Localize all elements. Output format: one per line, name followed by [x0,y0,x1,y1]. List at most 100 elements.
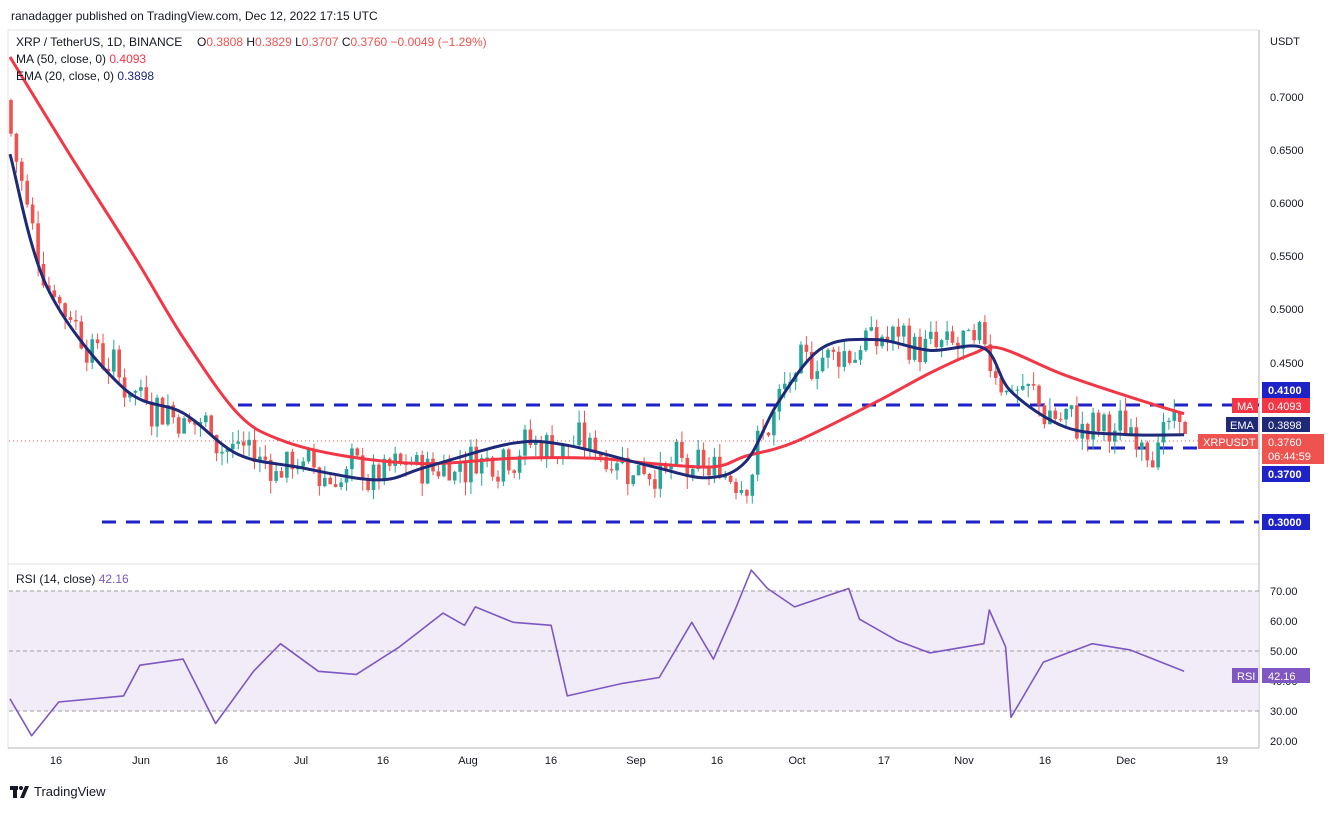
candle-body [837,351,841,367]
candle-body [442,461,446,477]
tag-level-0.3000: 0.3000 [1262,514,1310,530]
candle-body [263,456,268,460]
candle-body [831,349,836,352]
candle-body [847,351,852,363]
ma50-line[interactable] [8,56,1185,469]
time-label: Sep [626,755,646,767]
candle-body [1058,418,1063,420]
candle-body [869,327,874,331]
time-label: Jun [132,755,150,767]
candle-body [945,331,949,340]
candle-body [57,296,62,304]
svg-text:RSI: RSI [1237,671,1255,683]
tradingview-logo-icon [10,785,29,798]
time-label: Oct [788,755,805,767]
candle-body [550,435,554,458]
symbol-legend: XRP / TetherUS, 1D, BINANCE O0.3808 H0.3… [16,35,487,49]
rsi-legend[interactable]: RSI (14, close) 42.16 [16,572,129,586]
candle-body [561,445,565,459]
candle-body [220,451,224,454]
svg-text:0.3898: 0.3898 [1268,420,1302,432]
candle-body [323,477,327,487]
candle-body [745,490,749,496]
candle-body [398,453,403,464]
rsi-legend-label: RSI (14, close) [16,572,96,586]
close-label: C [341,35,351,49]
rsi-legend-value: 42.16 [98,572,129,586]
candle-body [1129,427,1133,436]
price-axis-currency: USDT [1270,36,1300,48]
candle-body [74,319,78,322]
time-label: 16 [545,755,557,767]
candle-body [653,479,657,489]
open-label: O [196,35,207,49]
candle-body [436,471,441,477]
candle-body [36,223,40,264]
svg-text:42.16: 42.16 [1268,671,1296,683]
candle-body [236,441,240,444]
candle-body [528,429,533,445]
candle-body [9,100,13,134]
ema-legend-label: EMA (20, close, 0) [16,69,115,83]
candle-body [112,349,116,372]
candle-body [517,455,522,473]
candle-body [588,437,592,449]
candle-body [961,330,966,350]
ma-legend[interactable]: MA (50, close, 0) 0.4093 [16,52,146,66]
svg-text:0.4100: 0.4100 [1268,385,1302,397]
ema-legend[interactable]: EMA (20, close, 0) 0.3898 [16,69,154,83]
candle-body [301,461,305,467]
candle-body [534,441,538,445]
candle-body [290,451,295,470]
candle-body [360,455,365,478]
candle-body [252,439,257,462]
candle-body [214,434,219,454]
candle-body [14,133,19,162]
candle-body [799,344,803,374]
candle-body [858,350,863,360]
open-value: 0.3808 [206,35,244,49]
candle-body [1107,414,1112,442]
ma-legend-value: 0.4093 [109,52,147,66]
candle-body [447,461,452,481]
candle-body [149,401,154,427]
candle-body [663,463,668,470]
ema20-line[interactable] [8,153,1185,482]
candle-body [972,330,976,341]
price-tick: 0.7000 [1270,92,1304,104]
candle-body [604,456,608,470]
rsi-line[interactable] [9,569,1185,737]
rsi-tick: 20.00 [1270,736,1298,748]
svg-text:0.3700: 0.3700 [1268,469,1302,481]
candle-body [193,422,197,425]
candle-body [1183,422,1187,434]
candle-body [425,458,430,484]
candle-body [328,477,332,485]
price-tick: 0.6500 [1270,145,1304,157]
time-label: Dec [1116,755,1136,767]
candle-body [1075,405,1079,439]
candle-body [658,463,663,489]
candle-body [1096,412,1101,432]
candle-body [609,469,614,471]
candle-body [804,344,809,352]
candle-body [79,321,84,349]
candle-body [544,435,549,459]
candle-body [1053,410,1058,419]
tag-ma: MA 0.4093 [1232,398,1310,413]
candle-body [501,449,506,482]
svg-text:EMA: EMA [1230,420,1255,432]
rsi-tick: 60.00 [1270,616,1298,628]
candle-body [463,462,468,483]
candle-body [782,383,787,389]
candle-body [977,322,982,341]
symbol-name[interactable]: XRP / TetherUS, 1D, BINANCE [16,35,183,49]
candle-body [479,458,484,474]
tradingview-branding[interactable]: TradingView [10,784,106,799]
change-value: −0.0049 (−1.29%) [390,35,487,49]
svg-text:0.3000: 0.3000 [1268,517,1302,529]
candle-body [1048,410,1052,425]
candle-body [231,443,235,450]
candle-body [95,339,100,344]
